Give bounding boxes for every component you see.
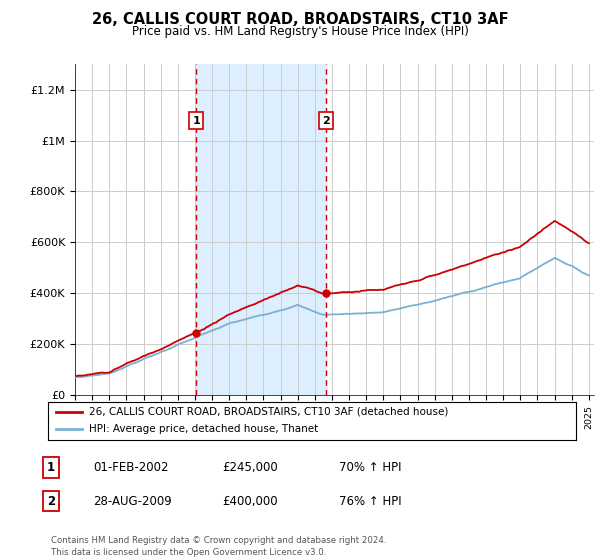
Text: 2: 2 (47, 494, 55, 508)
Text: £245,000: £245,000 (222, 461, 278, 474)
Text: Price paid vs. HM Land Registry's House Price Index (HPI): Price paid vs. HM Land Registry's House … (131, 25, 469, 38)
Text: 1: 1 (193, 115, 200, 125)
Text: 01-FEB-2002: 01-FEB-2002 (93, 461, 169, 474)
Text: 76% ↑ HPI: 76% ↑ HPI (339, 494, 401, 508)
Text: 26, CALLIS COURT ROAD, BROADSTAIRS, CT10 3AF (detached house): 26, CALLIS COURT ROAD, BROADSTAIRS, CT10… (89, 407, 449, 417)
Text: HPI: Average price, detached house, Thanet: HPI: Average price, detached house, Than… (89, 424, 319, 435)
Text: 2: 2 (322, 115, 330, 125)
Text: £400,000: £400,000 (222, 494, 278, 508)
Text: 26, CALLIS COURT ROAD, BROADSTAIRS, CT10 3AF: 26, CALLIS COURT ROAD, BROADSTAIRS, CT10… (92, 12, 508, 27)
Text: 70% ↑ HPI: 70% ↑ HPI (339, 461, 401, 474)
Text: 28-AUG-2009: 28-AUG-2009 (93, 494, 172, 508)
Text: Contains HM Land Registry data © Crown copyright and database right 2024.
This d: Contains HM Land Registry data © Crown c… (51, 536, 386, 557)
Text: 1: 1 (47, 461, 55, 474)
